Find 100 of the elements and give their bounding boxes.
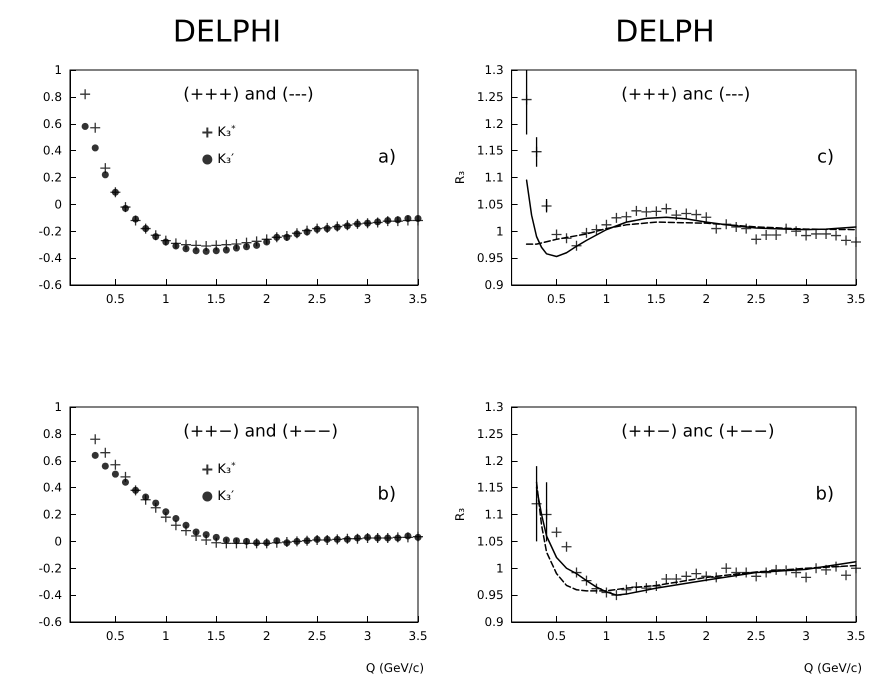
point [92,144,99,152]
point [322,534,333,546]
x-tick-label: 2.5 [308,629,327,643]
x-tick-label: 3 [364,292,372,306]
point [750,234,762,245]
x-tick-label: 2 [702,292,710,306]
point [580,574,592,586]
point [122,204,129,212]
x-tick-label: 3 [802,629,810,643]
point [132,486,140,494]
y-tick-label: 0.9 [484,278,504,292]
point [263,238,270,246]
point [600,586,612,598]
x-axis-title: Q (GeV/c) [366,661,424,675]
point [412,531,424,542]
y-tick-label: 1.1 [484,508,504,522]
point [770,564,782,576]
y-tick-label: 1.15 [476,144,504,158]
point [150,230,162,241]
y-tick-label: 1 [496,224,504,238]
point [362,532,374,544]
x-tick-label: 0.5 [546,292,566,306]
x-tick-label: 3 [802,292,810,306]
x-tick-label: 1 [602,629,610,643]
point [404,214,412,222]
point [162,508,170,516]
point [344,222,351,230]
point [324,536,331,543]
point [273,537,280,544]
point [670,573,682,585]
point [222,246,230,254]
point [392,216,404,227]
y-tick-label: 0.2 [42,170,62,184]
y-tick-label: 1.25 [476,90,504,104]
point [102,462,109,470]
y-tick-label: 1 [496,561,504,576]
point [372,216,384,228]
point [342,533,354,544]
point [690,208,702,220]
x-tick-label: 2.5 [746,292,766,306]
point [790,566,802,578]
point [770,229,782,241]
point [840,234,852,246]
point [700,212,712,223]
point [354,220,361,228]
point [253,242,260,249]
annotation: (+++) anc (---) [621,84,750,104]
point [192,528,200,536]
x-tick-label: 3 [364,629,372,643]
legend-label: K₃′ [217,489,234,504]
point [680,208,692,220]
point [530,146,542,158]
point [170,520,182,531]
annotation: (++−) anc (+−−) [621,422,775,442]
point [352,218,364,230]
point [530,498,542,510]
point [404,532,412,540]
x-tick-label: 1.5 [646,629,666,643]
x-tick-label: 1.5 [206,292,226,306]
point [710,572,722,584]
point [630,581,642,593]
point [700,570,712,582]
point [820,564,832,576]
point [172,515,180,522]
legend-label: K₃′ [217,152,234,167]
y-tick-label: 1.2 [484,116,504,131]
x-tick-label: 3.5 [846,629,866,643]
point [152,500,160,507]
point [304,228,311,236]
point [650,206,662,218]
point [352,533,364,544]
point [670,209,682,221]
point [364,220,372,227]
point [90,434,101,445]
y-axis-title: R₃ [453,508,467,522]
point [590,224,602,236]
point [560,232,572,244]
x-tick-label: 2.5 [308,292,327,306]
x-tick-label: 3.5 [408,292,428,306]
point [364,534,372,541]
x-tick-label: 1 [162,629,170,643]
point [850,236,862,248]
y-tick-label: 0.4 [42,144,62,158]
y-tick-label: 0.4 [42,480,62,495]
point [384,217,392,224]
point [620,211,632,222]
point [332,220,343,232]
y-tick-label: 1.3 [484,63,504,77]
x-tick-label: 1 [162,292,170,306]
point [291,228,303,239]
point [730,221,742,233]
point [243,538,250,545]
point [261,538,272,550]
x-tick-label: 2.5 [746,629,766,643]
point [122,478,129,486]
point [90,122,101,134]
y-tick-label: 1.3 [484,400,504,414]
x-tick-label: 0.5 [106,292,125,306]
point [314,536,321,543]
x-tick-label: 0.5 [106,629,125,643]
